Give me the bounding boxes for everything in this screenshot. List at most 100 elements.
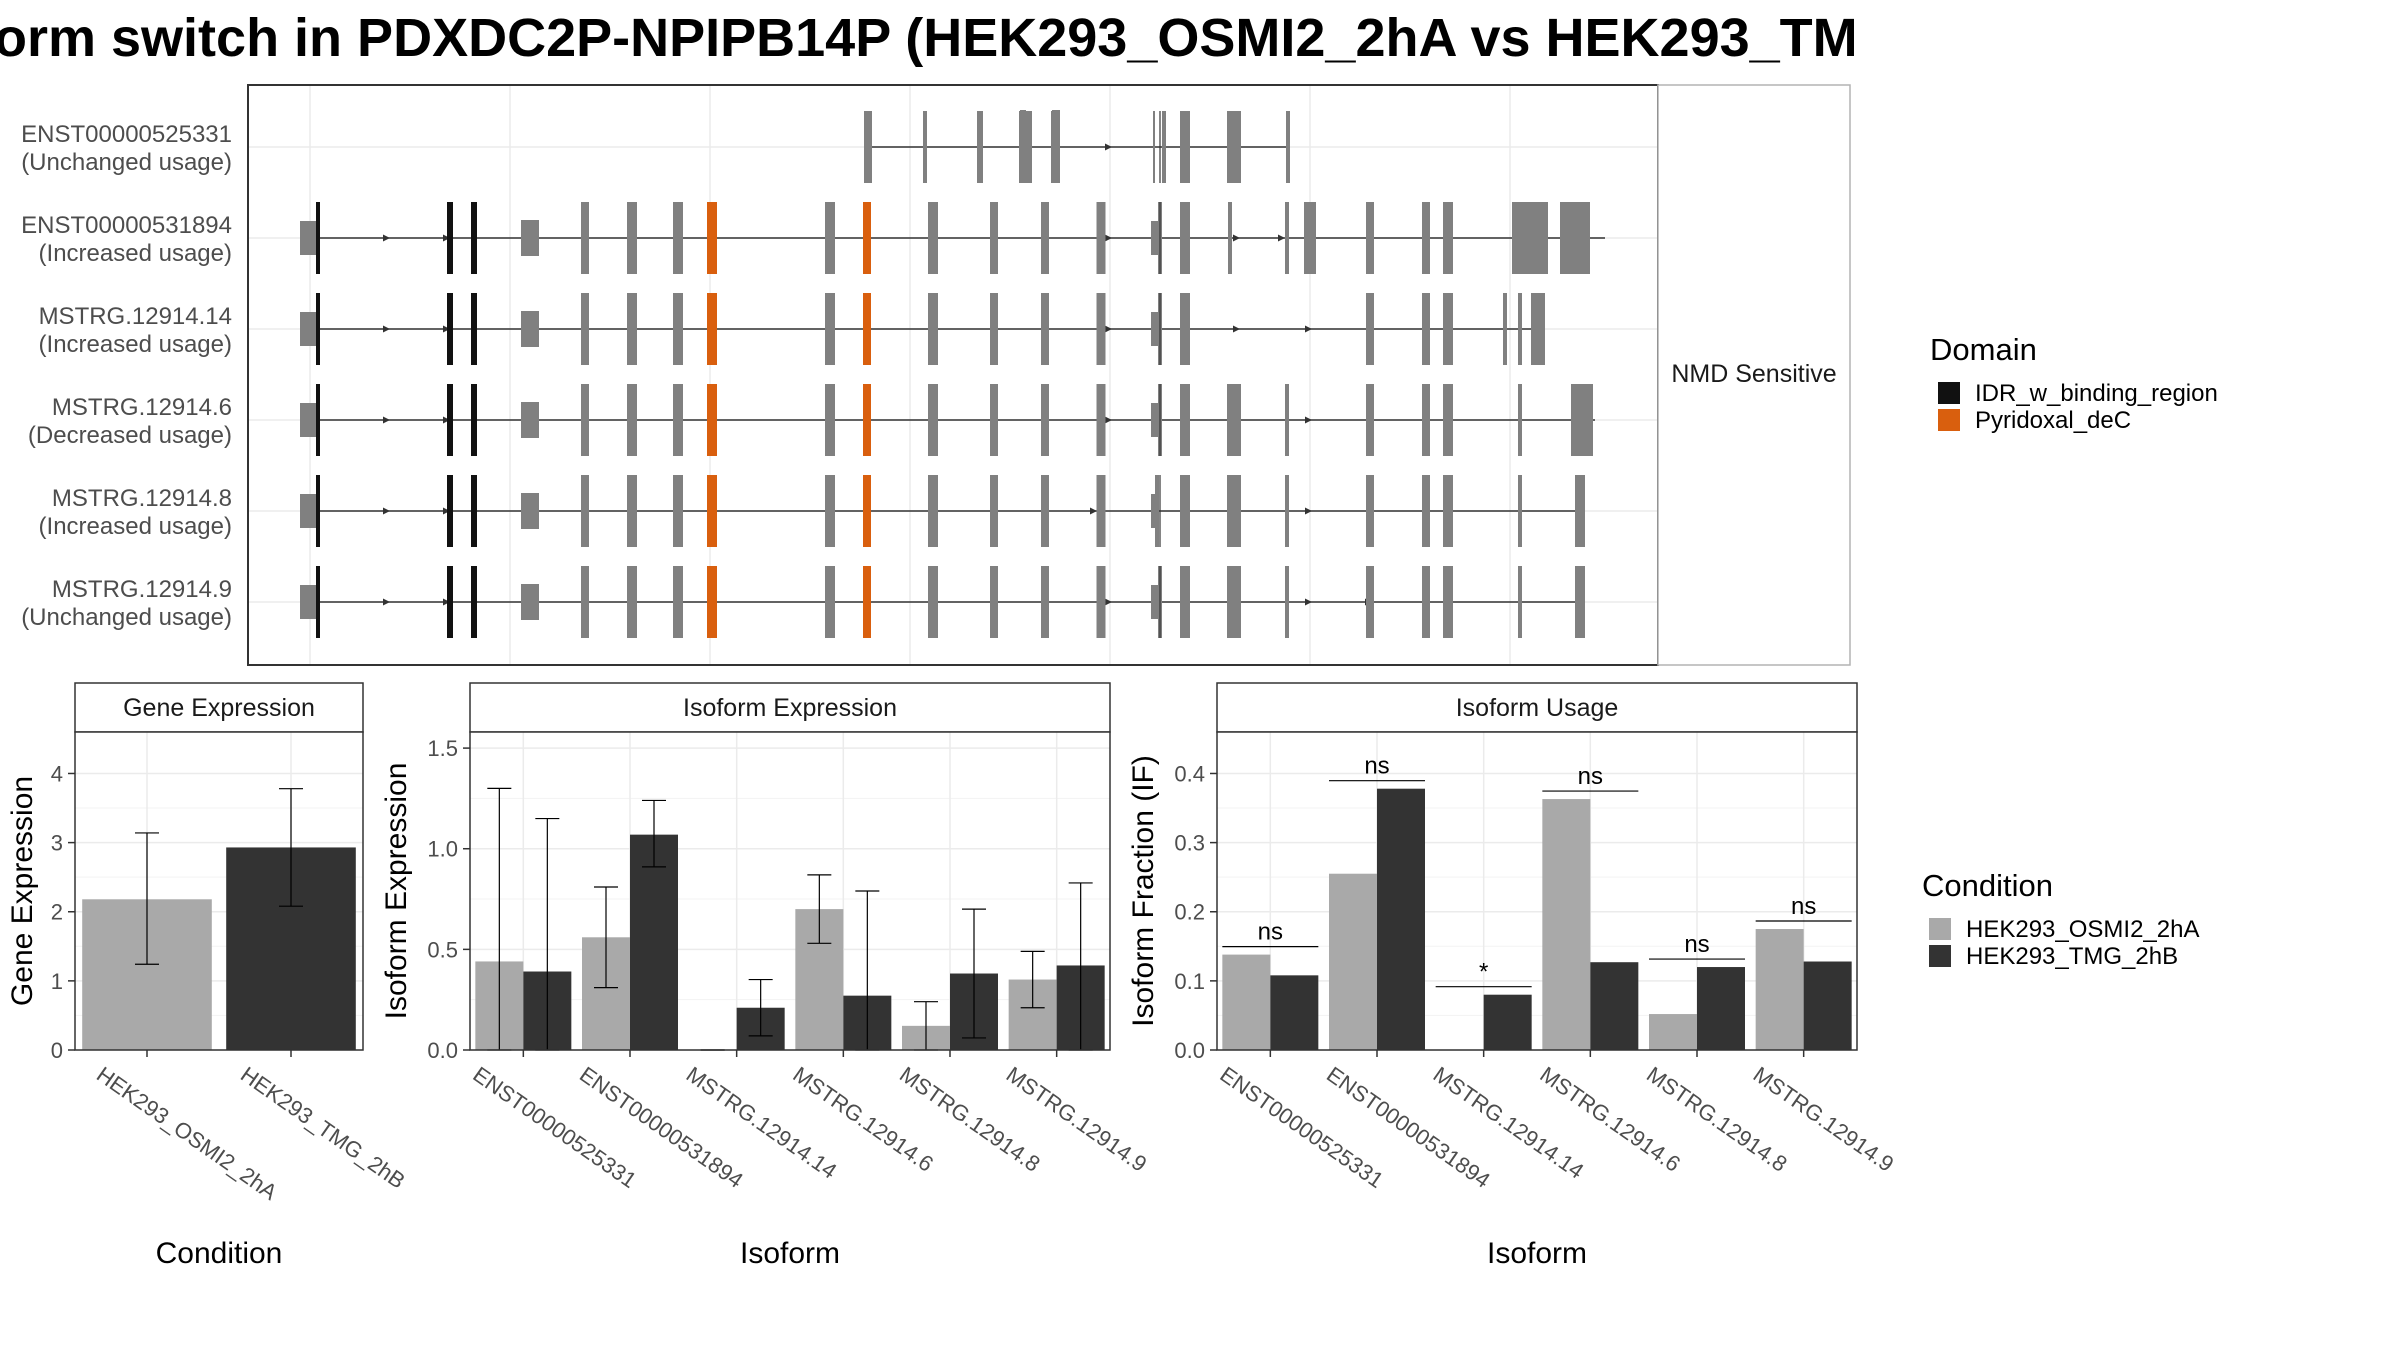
- exon-block: [300, 403, 316, 437]
- direction-arrow: [383, 416, 390, 424]
- exon-block: [1285, 202, 1289, 274]
- direction-arrow: [383, 234, 390, 242]
- exon-block: [316, 293, 320, 365]
- exon-block: [1518, 475, 1522, 547]
- exon-block: [1153, 111, 1155, 183]
- significance-label: ns: [1258, 919, 1283, 946]
- y-tick-label: 0.1: [1174, 969, 1205, 994]
- x-axis-title: Condition: [156, 1237, 283, 1270]
- isoform-usage-label: (Increased usage): [39, 331, 232, 358]
- exon-block: [928, 475, 938, 547]
- exon-block: [1052, 110, 1060, 183]
- y-tick-label: 0.4: [1174, 761, 1205, 786]
- exon-block: [990, 384, 998, 456]
- x-axis-title: Isoform: [740, 1237, 840, 1270]
- transcript-structure-panel: ENST00000525331(Unchanged usage)ENST0000…: [21, 84, 1851, 666]
- exon-block: [990, 566, 998, 638]
- y-tick-label: 0.5: [427, 937, 458, 962]
- condition-legend-title: Condition: [1922, 868, 2053, 903]
- exon-block: [928, 293, 938, 365]
- exon-block: [1096, 202, 1106, 274]
- direction-arrow: [1305, 507, 1312, 515]
- exon-block: [1180, 202, 1190, 274]
- exon-block: [863, 475, 871, 547]
- exon-block: [300, 585, 316, 619]
- exon-block: [581, 202, 589, 274]
- exon-block: [673, 566, 683, 638]
- bar-cond-b: [1483, 994, 1532, 1050]
- plot-background: [470, 732, 1110, 1050]
- plot-border: [1216, 731, 1858, 1051]
- exon-block: [928, 384, 938, 456]
- exon-block: [1518, 384, 1522, 456]
- exon-block: [1151, 312, 1159, 346]
- y-axis-title: Isoform Fraction (IF): [1127, 755, 1160, 1027]
- exon-block: [673, 293, 683, 365]
- direction-arrow: [443, 416, 450, 424]
- exon-block: [1443, 293, 1453, 365]
- isoform-id-label: MSTRG.12914.14: [39, 303, 232, 330]
- plot-border: [74, 731, 364, 1051]
- exon-block: [1512, 202, 1548, 274]
- exon-block: [1151, 403, 1159, 437]
- exon-block: [316, 202, 320, 274]
- isoform-id-label: MSTRG.12914.9: [52, 576, 232, 603]
- exon-block: [521, 584, 539, 620]
- panel-strip-title: Isoform Usage: [1456, 694, 1619, 722]
- exon-block: [673, 202, 683, 274]
- exon-block: [707, 384, 717, 456]
- exon-block: [1422, 566, 1430, 638]
- direction-arrow: [443, 598, 450, 606]
- exon-block: [471, 202, 477, 274]
- condition-legend-swatch: [1929, 945, 1951, 967]
- exon-block: [1575, 566, 1585, 638]
- exon-block: [471, 293, 477, 365]
- exon-block: [1443, 566, 1453, 638]
- exon-block: [447, 475, 453, 547]
- exon-block: [1531, 293, 1545, 365]
- exon-block: [521, 402, 539, 438]
- nmd-side-strip: [1657, 84, 1851, 666]
- exon-block: [1041, 384, 1049, 456]
- domain-legend-swatch: [1938, 409, 1960, 431]
- exon-block: [825, 475, 835, 547]
- direction-arrow: [383, 325, 390, 333]
- direction-arrow: [1233, 325, 1240, 333]
- significance-label: ns: [1791, 893, 1816, 920]
- exon-block: [1228, 202, 1232, 274]
- exon-block: [1041, 475, 1049, 547]
- exon-block: [447, 566, 453, 638]
- direction-arrow: [1105, 416, 1112, 424]
- exon-block: [471, 566, 477, 638]
- bar-cond-a: [1755, 929, 1804, 1050]
- exon-block: [1041, 293, 1049, 365]
- isoform-usage-label: (Increased usage): [39, 513, 232, 540]
- exon-block: [1096, 293, 1106, 365]
- y-tick-label: 4: [51, 761, 63, 786]
- y-tick-label: 0.0: [1174, 1038, 1205, 1063]
- domain-legend-swatch: [1938, 382, 1960, 404]
- exon-block: [923, 111, 927, 183]
- y-tick-label: 1: [51, 969, 63, 994]
- significance-label: ns: [1684, 931, 1709, 958]
- transcript-row-2: [300, 293, 1545, 365]
- panel-strip-title: Gene Expression: [123, 694, 315, 722]
- exon-block: [521, 311, 539, 347]
- exon-block: [1443, 475, 1453, 547]
- exon-block: [825, 566, 835, 638]
- isoform-usage-label: (Increased usage): [39, 240, 232, 267]
- exon-block: [300, 312, 316, 346]
- direction-arrow: [1105, 598, 1112, 606]
- direction-arrow: [1105, 234, 1112, 242]
- exon-block: [864, 111, 872, 183]
- exon-block: [1422, 293, 1430, 365]
- exon-block: [521, 493, 539, 529]
- y-tick-label: 0.0: [427, 1038, 458, 1063]
- transcript-row-3: [300, 384, 1595, 456]
- exon-block: [1304, 202, 1316, 274]
- exon-block: [1180, 384, 1190, 456]
- exon-block: [1155, 475, 1159, 547]
- transcript-row-0: [864, 110, 1290, 183]
